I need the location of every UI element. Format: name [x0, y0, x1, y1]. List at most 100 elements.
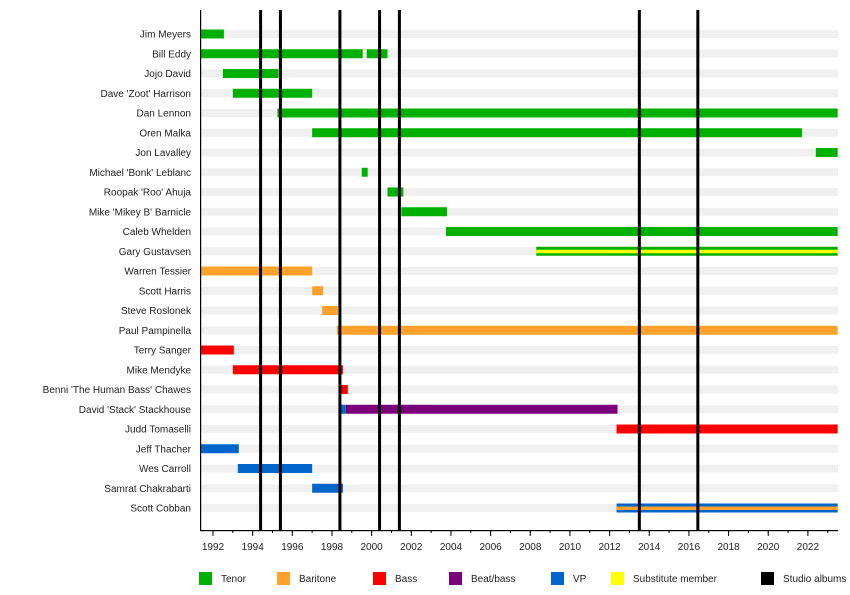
major-tick: [291, 530, 293, 536]
bar-tenor: [446, 227, 838, 236]
album-line: [278, 10, 282, 530]
row-stripe: [201, 504, 838, 512]
member-label: David 'Stack' Stackhouse: [79, 405, 192, 416]
minor-tick: [351, 530, 353, 533]
bar-bass: [616, 424, 838, 434]
legend-swatch-beatbass: [449, 572, 462, 585]
legend-swatch-bass: [373, 572, 386, 585]
x-tick-label: 2022: [797, 542, 820, 553]
row-stripe: [201, 365, 838, 374]
bar-vp: [312, 483, 343, 493]
row-stripe: [201, 148, 838, 157]
major-tick: [371, 530, 373, 536]
bar-bass: [340, 385, 348, 394]
bar-vp: [340, 404, 346, 414]
minor-tick: [470, 530, 472, 533]
member-label: Wes Carroll: [139, 464, 191, 475]
major-tick: [529, 530, 531, 536]
legend-label-tenor: Tenor: [221, 574, 247, 585]
x-tick-label: 2020: [757, 542, 780, 553]
minor-tick: [271, 530, 273, 533]
legend-swatch-baritone: [277, 572, 290, 585]
bar-tenor: [815, 148, 838, 157]
x-tick-label: 2016: [678, 542, 701, 553]
major-tick: [807, 530, 809, 536]
legend-swatch-tenor: [199, 572, 212, 585]
major-tick: [688, 530, 690, 536]
y-axis-line: [200, 10, 202, 531]
legend-label-substitute: Substitute member: [633, 574, 718, 585]
x-tick-label: 2018: [717, 542, 740, 553]
member-label: Dave 'Zoot' Harrison: [100, 89, 191, 100]
major-tick: [212, 530, 214, 536]
bar-tenor: [361, 167, 368, 177]
minor-tick: [390, 530, 392, 533]
row-stripe: [201, 69, 838, 78]
x-tick-label: 1994: [242, 542, 265, 553]
major-tick: [252, 530, 254, 536]
bar-baritone: [336, 325, 838, 335]
album-line: [259, 10, 263, 530]
bar-tenor: [401, 207, 447, 217]
member-label: Jojo David: [144, 69, 191, 80]
bar-bass: [232, 365, 343, 375]
major-tick: [728, 530, 730, 536]
minor-tick: [509, 530, 511, 533]
legend-label-vp: VP: [573, 574, 587, 585]
member-label: Oren Malka: [139, 128, 191, 139]
member-label: Jon Lavalley: [135, 148, 191, 159]
album-line: [696, 10, 700, 530]
member-label: Scott Cobban: [130, 504, 191, 515]
row-stripe: [201, 425, 838, 433]
row-stripe: [201, 89, 838, 98]
member-label: Steve Roslonek: [121, 306, 192, 317]
row-stripe: [201, 464, 838, 473]
member-label: Bill Eddy: [152, 49, 191, 60]
bar-tenor: [201, 29, 224, 39]
x-tick-label: 2006: [479, 542, 502, 553]
row-stripe: [201, 207, 838, 216]
major-tick: [331, 530, 333, 536]
x-axis: 1992 1994 1996 1998 2000 2002 2004 2006 2008 2010…: [200, 10, 838, 553]
bar-baritone: [312, 286, 324, 296]
x-axis-line: [200, 530, 838, 532]
studio-album-lines: [259, 10, 700, 530]
minor-tick: [747, 530, 749, 533]
minor-tick: [628, 530, 630, 533]
major-tick: [767, 530, 769, 536]
album-line: [397, 10, 401, 530]
row-stripe: [201, 385, 838, 394]
member-label: Scott Harris: [139, 286, 191, 297]
legend-label-albums: Studio albums: [783, 574, 846, 585]
major-tick: [450, 530, 452, 536]
x-tick-label: 2000: [361, 542, 384, 553]
bar-tenor: [232, 88, 313, 98]
major-tick: [490, 530, 492, 536]
minor-tick: [311, 530, 313, 533]
bar-tenor: [312, 128, 802, 138]
row-stripe: [201, 247, 838, 256]
row-stripe: [201, 49, 838, 58]
bar-tenor: [366, 49, 388, 59]
member-label: Benni 'The Human Bass' Chawes: [43, 385, 191, 396]
row-stripe: [201, 188, 838, 196]
minor-tick: [668, 530, 670, 533]
bar-beatbass: [345, 404, 618, 414]
member-label: Samrat Chakrabarti: [104, 484, 191, 495]
bar-tenor: [277, 108, 838, 118]
legend-label-beatbass: Beat/bass: [471, 574, 515, 585]
bar-baritone: [322, 306, 338, 315]
x-tick-label: 2008: [519, 542, 542, 553]
major-tick: [609, 530, 611, 536]
minor-tick: [589, 530, 591, 533]
member-label: Warren Tessier: [124, 267, 191, 278]
minor-tick: [708, 530, 710, 533]
row-stripe: [201, 444, 838, 453]
row-stripe: [201, 267, 838, 275]
minor-tick: [232, 530, 234, 533]
member-label: Paul Pampinella: [119, 326, 192, 337]
x-tick-label: 2010: [559, 542, 582, 553]
minor-tick: [827, 530, 829, 533]
member-label: Michael 'Bonk' Leblanc: [89, 168, 191, 179]
